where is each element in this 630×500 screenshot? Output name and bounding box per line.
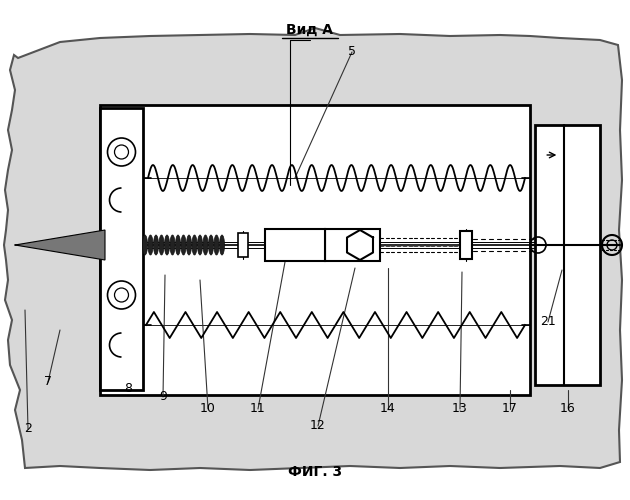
Polygon shape bbox=[4, 28, 622, 470]
Text: 8: 8 bbox=[124, 382, 132, 395]
Polygon shape bbox=[15, 230, 105, 260]
Text: 5: 5 bbox=[348, 45, 356, 58]
Bar bbox=[535, 125, 600, 385]
Ellipse shape bbox=[209, 235, 214, 255]
Bar bbox=[238, 233, 248, 257]
Text: 16: 16 bbox=[560, 402, 576, 415]
Text: 9: 9 bbox=[159, 390, 167, 403]
Text: 13: 13 bbox=[452, 402, 468, 415]
Text: 7: 7 bbox=[44, 375, 52, 388]
Bar bbox=[100, 105, 530, 395]
Ellipse shape bbox=[148, 235, 153, 255]
Ellipse shape bbox=[186, 235, 192, 255]
Ellipse shape bbox=[192, 235, 197, 255]
Ellipse shape bbox=[219, 235, 224, 255]
Bar bbox=[325, 229, 380, 261]
Ellipse shape bbox=[203, 235, 208, 255]
Ellipse shape bbox=[181, 235, 186, 255]
Text: ФИГ. 3: ФИГ. 3 bbox=[288, 465, 342, 479]
Text: 14: 14 bbox=[380, 402, 396, 415]
Bar bbox=[265, 229, 325, 261]
Text: 2: 2 bbox=[24, 422, 32, 435]
Text: Вид А: Вид А bbox=[287, 23, 333, 37]
Ellipse shape bbox=[214, 235, 219, 255]
Ellipse shape bbox=[142, 235, 147, 255]
Text: 21: 21 bbox=[540, 315, 556, 328]
Text: 10: 10 bbox=[200, 402, 216, 415]
Text: 12: 12 bbox=[310, 419, 326, 432]
Ellipse shape bbox=[176, 235, 181, 255]
Ellipse shape bbox=[154, 235, 159, 255]
Text: 11: 11 bbox=[250, 402, 266, 415]
Text: 17: 17 bbox=[502, 402, 518, 415]
Ellipse shape bbox=[159, 235, 164, 255]
Ellipse shape bbox=[164, 235, 169, 255]
Ellipse shape bbox=[170, 235, 175, 255]
Bar bbox=[100, 108, 143, 390]
Ellipse shape bbox=[197, 235, 202, 255]
Bar bbox=[460, 231, 472, 259]
